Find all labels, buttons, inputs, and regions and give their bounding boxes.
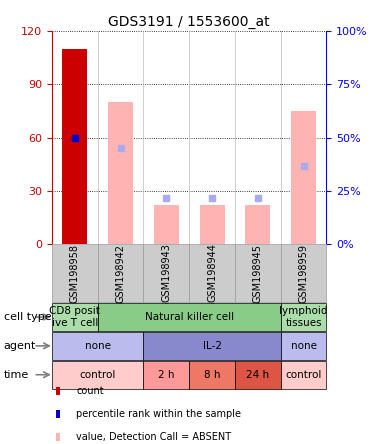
FancyBboxPatch shape [235, 361, 281, 388]
Text: GSM198945: GSM198945 [253, 244, 263, 302]
Bar [62, 49, 88, 244]
Text: agent: agent [4, 341, 36, 351]
FancyBboxPatch shape [52, 303, 98, 331]
FancyBboxPatch shape [189, 244, 235, 302]
Text: GSM198944: GSM198944 [207, 244, 217, 302]
Text: count: count [76, 386, 104, 396]
Text: CD8 posit
ive T cell: CD8 posit ive T cell [49, 306, 100, 328]
Bar [291, 111, 316, 244]
FancyBboxPatch shape [52, 332, 144, 360]
FancyBboxPatch shape [189, 361, 235, 388]
FancyBboxPatch shape [144, 244, 189, 302]
FancyBboxPatch shape [98, 244, 144, 302]
Text: IL-2: IL-2 [203, 341, 221, 351]
FancyBboxPatch shape [52, 361, 144, 388]
Text: time: time [4, 370, 29, 380]
Text: value, Detection Call = ABSENT: value, Detection Call = ABSENT [76, 432, 231, 442]
Bar [245, 205, 270, 244]
FancyBboxPatch shape [281, 244, 326, 302]
Bar [154, 205, 179, 244]
Bar [108, 102, 133, 244]
FancyBboxPatch shape [52, 244, 98, 302]
Text: lymphoid
tissues: lymphoid tissues [279, 306, 328, 328]
FancyBboxPatch shape [235, 244, 281, 302]
Text: GSM198942: GSM198942 [116, 244, 125, 302]
Text: percentile rank within the sample: percentile rank within the sample [76, 409, 241, 419]
Text: cell type: cell type [4, 312, 51, 322]
Text: 24 h: 24 h [246, 370, 269, 380]
Text: Natural killer cell: Natural killer cell [145, 312, 234, 322]
FancyBboxPatch shape [144, 332, 281, 360]
Text: control: control [285, 370, 322, 380]
Text: none: none [290, 341, 316, 351]
Text: 2 h: 2 h [158, 370, 175, 380]
FancyBboxPatch shape [281, 361, 326, 388]
Text: none: none [85, 341, 111, 351]
Bar [200, 205, 225, 244]
FancyBboxPatch shape [281, 303, 326, 331]
Text: GSM198959: GSM198959 [299, 244, 309, 302]
FancyBboxPatch shape [144, 361, 189, 388]
Text: GSM198943: GSM198943 [161, 244, 171, 302]
FancyBboxPatch shape [281, 332, 326, 360]
Text: 8 h: 8 h [204, 370, 220, 380]
Text: control: control [79, 370, 116, 380]
FancyBboxPatch shape [98, 303, 281, 331]
Title: GDS3191 / 1553600_at: GDS3191 / 1553600_at [108, 15, 270, 29]
Text: GSM198958: GSM198958 [70, 244, 80, 302]
